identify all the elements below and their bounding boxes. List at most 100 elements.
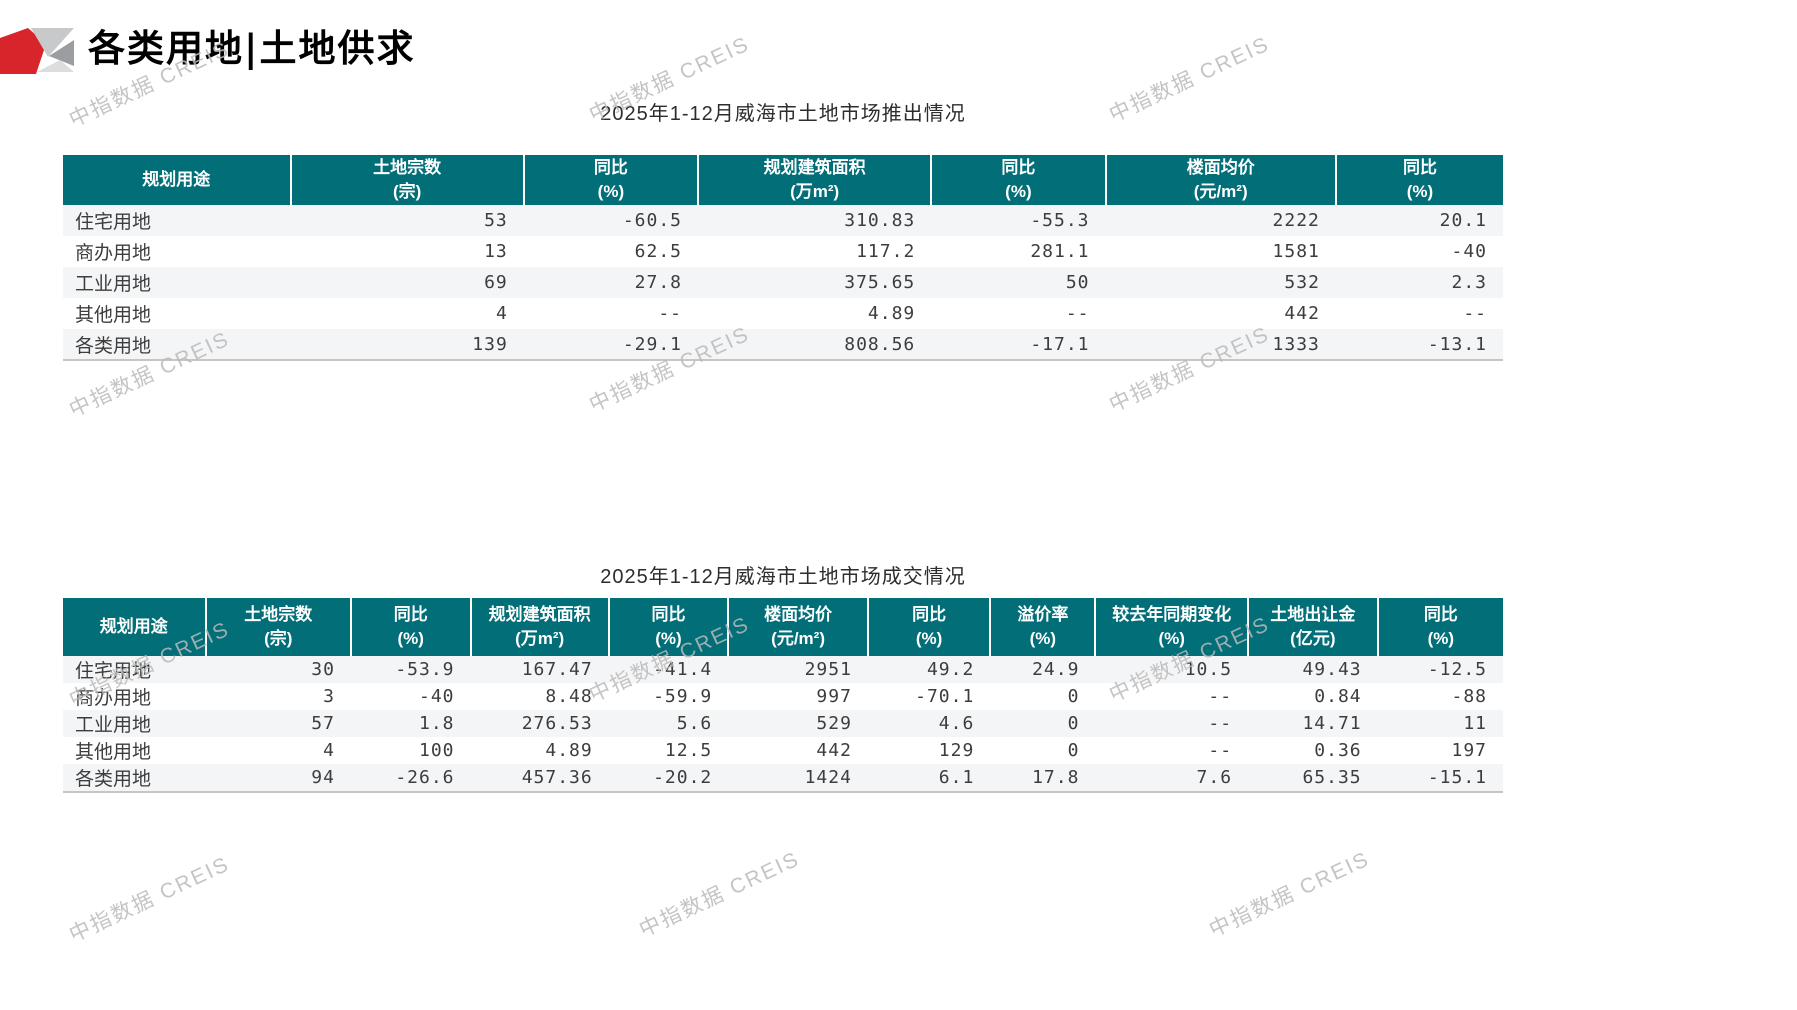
data-cell: 167.47 [521,659,593,680]
supply-table-section: 2025年1-12月威海市土地市场推出情况 规划用途 土地宗数 (宗) 同比 (%) 规划… [63,100,1503,361]
data-cell: 65.35 [1248,764,1378,793]
data-cell: 12.5 [664,740,713,761]
supply-table: 规划用途 土地宗数 (宗) 同比 (%) 规划建筑面积 (万m²) 同比 (%) 楼面均价 (元/m… [63,155,1503,361]
data-cell: 0 [1067,713,1080,734]
data-cell: -- [1463,303,1487,324]
table-row: 住宅用地 53 -60.5 310.83 -55.3 2222 20.1 [63,205,1503,236]
data-cell: -- [1208,740,1233,761]
data-cell: 1581 [1272,241,1320,262]
data-cell: 1333 [1105,329,1336,361]
data-cell: 529 [816,713,852,734]
data-cell: 27.8 [634,272,683,293]
watermark: 中指数据 CREIS [635,847,804,942]
data-cell: 2951 [804,659,852,680]
column-header: 楼面均价 (元/m²) [1104,155,1336,205]
data-cell: 49.43 [1302,659,1362,680]
data-cell: 11 [1463,713,1487,734]
data-cell: 4 [323,740,335,761]
data-cell: 94 [205,764,351,793]
data-cell: 2.3 [1451,272,1487,293]
column-header: 土地宗数 (宗) [204,598,351,656]
data-cell: 69 [484,272,508,293]
data-cell: 49.2 [926,659,975,680]
creis-logo [0,28,74,74]
data-cell: 139 [290,329,524,361]
table-row: 其他用地 4 100 4.89 12.5 442 129 0 -- 0.36 197 [63,737,1503,764]
data-cell: 197 [1451,740,1487,761]
data-cell: -70.1 [915,686,975,707]
data-cell: 457.36 [470,764,609,793]
data-cell: 4 [495,303,508,324]
column-header: 规划建筑面积 (万m²) [697,155,932,205]
data-cell: -29.1 [523,329,699,361]
data-cell: -20.2 [608,764,729,793]
deal-table-section: 2025年1-12月威海市土地市场成交情况 规划用途 土地宗数 (宗) 同比 (%) 规划… [63,563,1503,793]
column-header: 同比 (%) [866,598,991,656]
watermark: 中指数据 CREIS [1205,847,1374,942]
column-header: 同比 (%) [930,155,1106,205]
data-cell: -- [1065,303,1090,324]
deal-table-title: 2025年1-12月威海市土地市场成交情况 [600,566,966,588]
data-cell: 2222 [1272,210,1320,231]
row-label: 商办用地 [75,243,152,264]
data-cell: -60.5 [622,210,683,231]
data-cell: -53.9 [395,659,455,680]
data-cell: 4.89 [545,740,593,761]
column-header: 土地出让金 (亿元) [1247,598,1378,656]
column-header: 规划用途 [63,155,291,205]
data-cell: 4.89 [867,303,916,324]
column-header: 规划建筑面积 (万m²) [469,598,609,656]
data-cell: -88 [1451,686,1487,707]
data-cell: 276.53 [521,713,593,734]
table-row: 商办用地 3 -40 8.48 -59.9 997 -70.1 0 -- 0.84 -88 [63,683,1503,710]
data-cell: -40 [418,686,455,707]
data-cell: -41.4 [653,659,713,680]
table-row: 住宅用地 30 -53.9 167.47 -41.4 2951 49.2 24.9 10.5 49… [63,656,1503,683]
data-cell: 57 [311,713,335,734]
row-label: 各类用地 [63,329,291,361]
deal-table: 规划用途 土地宗数 (宗) 同比 (%) 规划建筑面积 (万m²) 同比 (%) 楼面均价 (元/m… [63,598,1503,793]
row-label: 工业用地 [75,715,152,736]
table-row: 商办用地 13 62.5 117.2 281.1 1581 -40 [63,236,1503,267]
data-cell: 100 [418,740,455,761]
data-cell: 375.65 [844,272,916,293]
data-cell: 4.6 [938,713,975,734]
column-header: 同比 (%) [607,598,729,656]
data-cell: -- [658,303,683,324]
table-row: 工业用地 57 1.8 276.53 5.6 529 4.6 0 -- 14.71 11 [63,710,1503,737]
data-cell: 14.71 [1302,713,1362,734]
data-cell: 3 [323,686,335,707]
data-cell: -40 [1451,241,1487,262]
data-cell: 808.56 [698,329,932,361]
data-cell: -12.5 [1427,659,1487,680]
data-cell: 62.5 [634,241,683,262]
data-cell: 20.1 [1439,210,1487,231]
data-cell: 5.6 [676,713,713,734]
column-header: 土地宗数 (宗) [289,155,524,205]
page-title: 各类用地|土地供求 [88,26,416,70]
data-cell: 53 [484,210,508,231]
data-cell: 1.8 [418,713,455,734]
data-cell: 30 [311,659,335,680]
data-cell: -59.9 [653,686,713,707]
watermark: 中指数据 CREIS [65,852,234,947]
table-row: 工业用地 69 27.8 375.65 50 532 2.3 [63,267,1503,298]
supply-table-title: 2025年1-12月威海市土地市场推出情况 [600,103,966,125]
data-cell: -15.1 [1377,764,1503,793]
data-cell: 0.36 [1314,740,1362,761]
row-label: 工业用地 [75,274,152,295]
data-cell: 8.48 [545,686,593,707]
column-header: 同比 (%) [1376,598,1503,656]
data-cell: -- [1208,713,1233,734]
column-header: 楼面均价 (元/m²) [727,598,868,656]
data-cell: -17.1 [931,329,1106,361]
table-row: 各类用地 139 -29.1 808.56 -17.1 1333 -13.1 [63,329,1503,361]
data-cell: -13.1 [1335,329,1503,361]
data-cell: 50 [1065,272,1090,293]
data-cell: -55.3 [1030,210,1090,231]
data-cell: 24.9 [1032,659,1080,680]
column-header: 较去年同期变化 (%) [1094,598,1249,656]
table-row: 各类用地 94 -26.6 457.36 -20.2 1424 6.1 17.8 7.6 65.3… [63,764,1503,793]
data-cell: 129 [938,740,975,761]
